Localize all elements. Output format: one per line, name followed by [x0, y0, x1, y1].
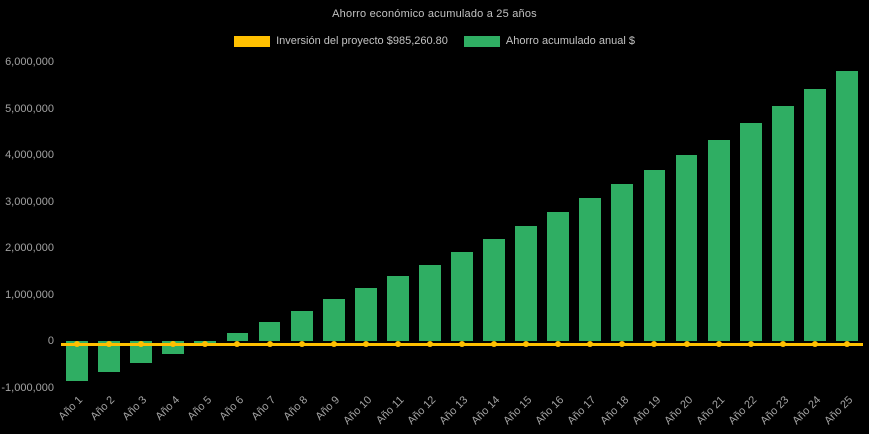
x-axis-label: Año 15 — [501, 394, 535, 428]
bar-año-21 — [707, 139, 730, 342]
x-axis-label: Año 19 — [629, 394, 663, 428]
x-axis-label: Año 3 — [120, 394, 150, 423]
bar-año-2 — [98, 341, 121, 372]
bar-año-8 — [290, 310, 313, 342]
y-axis-tick-label: 4,000,000 — [5, 149, 54, 162]
y-axis-tick-label: 0 — [47, 335, 54, 348]
investment-line-marker — [138, 341, 145, 348]
bar-año-10 — [354, 287, 377, 342]
x-axis-label: Año 23 — [758, 394, 792, 428]
bar-año-17 — [579, 197, 602, 342]
bar-año-6 — [226, 333, 249, 342]
bar-año-14 — [483, 238, 505, 342]
investment-line-marker — [106, 341, 113, 348]
bar-año-16 — [547, 211, 570, 342]
x-axis-label: Año 9 — [313, 394, 343, 423]
x-axis-label: Año 16 — [533, 394, 567, 428]
x-axis-label: Año 1 — [56, 394, 86, 423]
chart-title: Ahorro económico acumulado a 25 años — [332, 8, 537, 20]
x-axis-label: Año 24 — [790, 394, 824, 428]
bar-año-25 — [836, 71, 858, 342]
investment-line-marker — [683, 341, 690, 348]
plot-area — [61, 62, 863, 388]
investment-line-marker — [234, 341, 241, 348]
bar-año-24 — [803, 88, 826, 342]
x-axis-label: Año 25 — [822, 394, 856, 428]
bar-año-15 — [515, 225, 538, 342]
investment-line-marker — [715, 341, 722, 348]
x-axis-label: Año 4 — [152, 394, 182, 423]
x-axis-label: Año 2 — [88, 394, 118, 423]
investment-swatch-icon — [234, 35, 271, 47]
investment-line-marker — [491, 341, 498, 348]
x-axis-label: Año 7 — [249, 394, 279, 423]
x-axis-label: Año 10 — [341, 394, 375, 428]
bar-año-22 — [739, 122, 762, 342]
investment-line-marker — [779, 341, 786, 348]
x-axis-label: Año 18 — [597, 394, 631, 428]
x-axis-label: Año 21 — [693, 394, 728, 428]
investment-line-marker — [459, 341, 465, 348]
bar-año-7 — [258, 321, 281, 342]
legend-item-investment: Inversión del proyecto $985,260.80 — [234, 35, 448, 47]
x-axis-label: Año 22 — [726, 394, 760, 428]
bar-año-9 — [322, 299, 345, 342]
y-axis-tick-label: 2,000,000 — [5, 242, 54, 255]
investment-line-marker — [811, 341, 818, 348]
bar-año-23 — [771, 106, 794, 342]
bar-año-1 — [66, 341, 88, 381]
x-axis-label: Año 13 — [437, 394, 471, 428]
x-axis-label: Año 14 — [469, 394, 503, 428]
bar-año-18 — [611, 184, 634, 342]
legend-item-savings: Ahorro acumulado anual $ — [463, 35, 635, 47]
investment-line-marker — [587, 341, 594, 348]
investment-line-marker — [362, 341, 369, 348]
investment-line-marker — [651, 341, 658, 348]
investment-line-marker — [619, 341, 626, 348]
y-axis-tick-label: 6,000,000 — [5, 56, 54, 68]
x-axis-label: Año 20 — [661, 394, 696, 428]
x-axis-label: Año 12 — [405, 394, 439, 428]
y-axis-tick-label: 5,000,000 — [5, 102, 54, 115]
investment-line-marker — [555, 341, 562, 348]
investment-line-marker — [747, 341, 754, 348]
bar-año-13 — [451, 252, 473, 342]
investment-line-marker — [266, 341, 273, 348]
bar-año-11 — [386, 276, 409, 342]
bar-año-19 — [643, 170, 666, 342]
y-axis-tick-label: 1,000,000 — [5, 288, 54, 301]
investment-line-marker — [426, 341, 433, 348]
x-axis-label: Año 11 — [373, 394, 407, 427]
x-axis-label: Año 8 — [281, 394, 311, 423]
x-axis-label: Año 6 — [217, 394, 246, 423]
bar-año-20 — [675, 155, 698, 342]
legend-label-savings: Ahorro acumulado anual $ — [505, 35, 635, 47]
y-axis: -1,000,000 0 1,000,000 2,000,000 3,000,000 4,… — [0, 56, 54, 394]
investment-line-marker — [170, 341, 177, 348]
investment-line-marker — [843, 341, 850, 348]
legend-label-investment: Inversión del proyecto $985,260.80 — [276, 35, 448, 47]
investment-line-marker — [202, 341, 209, 348]
investment-line-marker — [523, 341, 530, 348]
savings-swatch-icon — [463, 35, 500, 47]
bar-año-12 — [419, 264, 441, 342]
x-axis: Año 1 Año 2 Año 3 Año 4 Año 5 Año 6 Año 7 Año 8… — [57, 392, 863, 434]
investment-line-marker — [330, 341, 337, 348]
investment-line-marker — [74, 341, 81, 348]
y-axis-tick-label: -1,000,000 — [1, 382, 54, 394]
x-axis-label: Año 17 — [565, 394, 599, 428]
bar-año-3 — [130, 341, 153, 364]
investment-line-marker — [394, 341, 401, 348]
y-axis-tick-label: 3,000,000 — [5, 195, 54, 208]
x-axis-label: Año 5 — [185, 394, 214, 423]
investment-line-marker — [298, 341, 305, 348]
chart-legend: Inversión del proyecto $985,260.80 Ahorr… — [0, 35, 869, 47]
